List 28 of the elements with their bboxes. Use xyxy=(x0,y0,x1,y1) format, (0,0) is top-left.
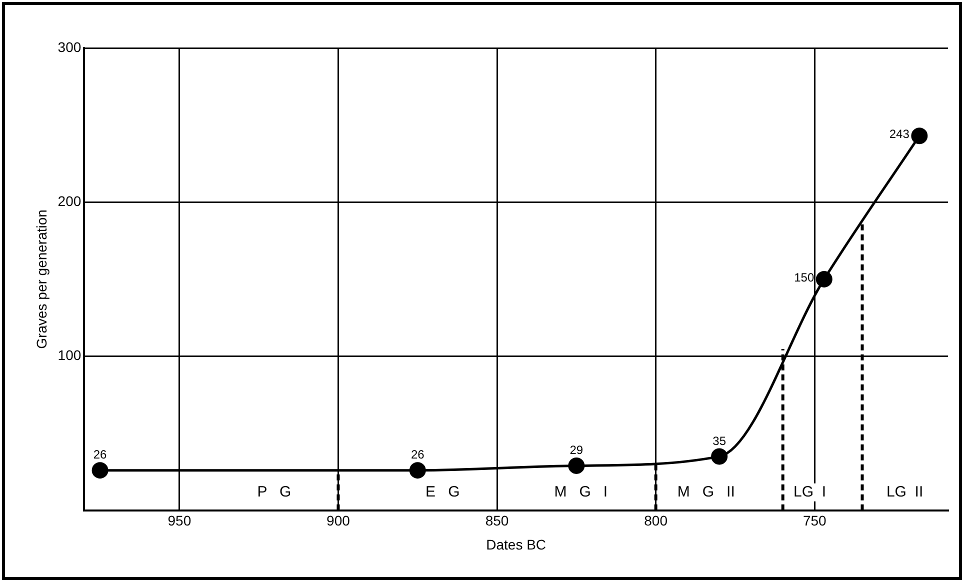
y-tick-label: 300 xyxy=(58,38,82,55)
point xyxy=(92,462,108,479)
x-tick-label: 800 xyxy=(644,512,668,529)
point xyxy=(409,462,426,479)
annotation: P G xyxy=(257,484,292,501)
annotation: M G II xyxy=(677,484,735,501)
y-tick-label: 100 xyxy=(58,347,82,364)
data-label: 26 xyxy=(410,448,425,462)
data-label: 150 xyxy=(794,270,814,285)
x-tick-label: 850 xyxy=(485,512,509,529)
annotation: LG II xyxy=(886,484,924,501)
x-tick-label: 750 xyxy=(802,512,827,529)
data-label: 35 xyxy=(712,434,726,448)
y-axis-title: Graves per generation xyxy=(33,210,50,349)
point xyxy=(816,270,832,288)
x-tick-label: 950 xyxy=(168,512,192,529)
x-tick-label: 900 xyxy=(326,512,350,529)
data-label: 243 xyxy=(889,127,910,142)
point xyxy=(568,457,585,474)
data-label: 26 xyxy=(93,448,108,462)
annotation: E G xyxy=(426,484,460,501)
y-tick-label: 200 xyxy=(58,192,82,209)
data-label: 29 xyxy=(570,443,584,458)
point xyxy=(911,128,928,144)
point xyxy=(711,448,728,465)
annotation: LG I xyxy=(794,484,826,501)
annotation: M G I xyxy=(554,484,608,501)
x-axis-title: Dates BC xyxy=(486,536,546,552)
